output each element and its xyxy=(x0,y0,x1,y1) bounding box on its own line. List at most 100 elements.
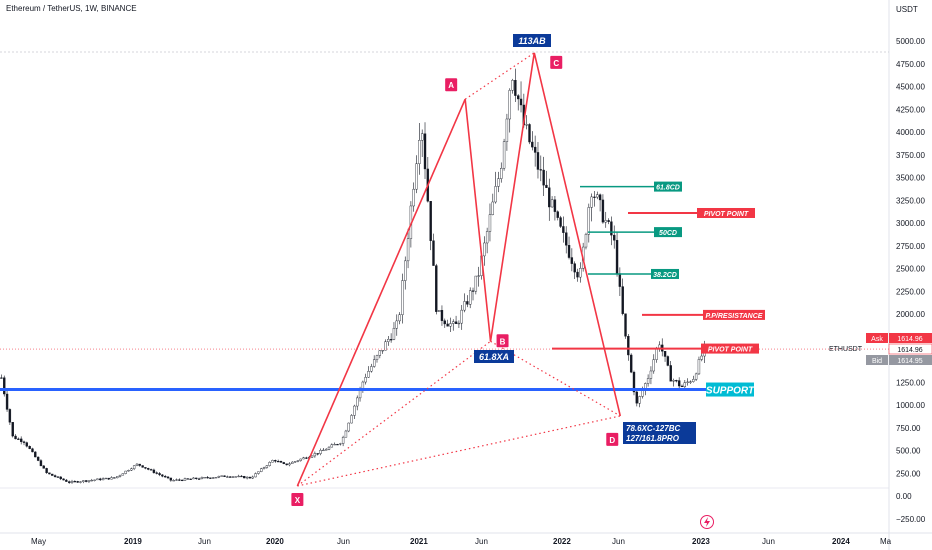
candle-body-up xyxy=(339,443,342,445)
candle-body-up xyxy=(550,199,554,208)
candle xyxy=(305,456,308,460)
level-tag: P.P/RESISTANCE xyxy=(706,313,763,320)
candle xyxy=(214,477,218,479)
candle xyxy=(48,472,51,475)
candle xyxy=(87,480,91,484)
candle-body-up xyxy=(641,390,644,397)
candle-body-down xyxy=(559,217,562,227)
candle xyxy=(652,354,655,374)
candle-body-down xyxy=(610,221,613,236)
candle xyxy=(260,467,263,473)
candle-body-up xyxy=(330,444,334,448)
candle xyxy=(426,156,430,203)
candle-body-down xyxy=(514,80,517,96)
candle-body-down xyxy=(39,460,43,467)
candle xyxy=(613,225,616,249)
candle-body-down xyxy=(166,476,170,479)
candle xyxy=(116,476,119,479)
candle-body-down xyxy=(305,457,308,459)
candle-body-down xyxy=(285,463,288,466)
candle-body-down xyxy=(62,478,65,481)
level-tag-box xyxy=(703,309,765,320)
candle-body-up xyxy=(299,458,302,461)
candle xyxy=(395,314,398,336)
candle xyxy=(288,462,291,467)
candle xyxy=(155,471,158,475)
candle xyxy=(310,455,314,459)
candle xyxy=(166,476,170,480)
candle xyxy=(268,461,271,467)
candle xyxy=(127,469,130,472)
candle-body-down xyxy=(240,475,243,478)
level-tag: PIVOT POINT xyxy=(708,347,753,354)
ratio-label: 78.6XC-127BC xyxy=(626,424,680,433)
y-tick-label: 4250.00 xyxy=(896,105,925,114)
candle-body-up xyxy=(469,290,472,305)
candle-body-down xyxy=(11,422,14,437)
candle-body-down xyxy=(677,380,681,387)
candle xyxy=(356,395,359,411)
candle xyxy=(53,474,57,478)
candle xyxy=(220,475,223,477)
candle-body-up xyxy=(220,475,223,477)
candle xyxy=(469,287,472,309)
y-tick-label: 250.00 xyxy=(896,469,921,478)
y-tick-label: 1250.00 xyxy=(896,378,925,387)
candle xyxy=(587,203,590,243)
candle xyxy=(212,477,215,479)
candle-body-up xyxy=(378,350,382,356)
candle-body-down xyxy=(223,475,226,477)
candle-body-up xyxy=(251,476,254,479)
candle xyxy=(279,460,283,463)
candle-body-down xyxy=(107,477,110,480)
candle-body-up xyxy=(104,477,108,480)
candle xyxy=(677,377,681,389)
candle xyxy=(226,475,229,479)
pattern-point-label: D xyxy=(609,436,615,445)
candle-body-up xyxy=(367,371,370,378)
candle xyxy=(632,370,636,396)
candle-body-down xyxy=(598,194,602,201)
candle-body-up xyxy=(646,378,650,384)
candle-body-up xyxy=(477,275,480,277)
candle-body-up xyxy=(344,430,348,438)
candle xyxy=(567,236,571,260)
candle xyxy=(51,473,54,476)
candle-body-up xyxy=(116,476,119,479)
candle-body-up xyxy=(121,473,125,476)
candle-body-up xyxy=(200,477,204,480)
candle-body-up xyxy=(101,478,105,481)
x-tick-label: May xyxy=(31,537,46,546)
candle-body-up xyxy=(82,480,85,482)
candle xyxy=(183,477,187,481)
candle-body-up xyxy=(694,373,698,380)
candle-body-down xyxy=(99,478,102,481)
candle xyxy=(531,131,534,151)
candle-body-up xyxy=(415,163,418,190)
candle-body-up xyxy=(96,478,99,481)
candle xyxy=(536,142,540,179)
y-tick-label: 750.00 xyxy=(896,424,921,433)
candle-body-up xyxy=(525,124,528,126)
candle xyxy=(274,459,277,463)
candle-body-down xyxy=(67,481,71,483)
candle-body-up xyxy=(313,453,317,457)
candle-body-down xyxy=(164,476,167,478)
pattern-leg xyxy=(464,99,492,342)
candle xyxy=(389,333,393,343)
candle-body-up xyxy=(245,476,249,479)
candle xyxy=(565,226,568,254)
level-tag-box xyxy=(651,268,679,279)
level-tag-box xyxy=(654,227,682,238)
candle xyxy=(525,115,528,130)
candle xyxy=(76,480,79,483)
candle xyxy=(432,233,435,266)
pattern-leg xyxy=(296,98,466,487)
candle xyxy=(206,475,209,479)
candle-body-down xyxy=(84,480,88,482)
candle-body-up xyxy=(172,480,175,482)
candle xyxy=(341,435,345,447)
candle xyxy=(517,94,520,111)
candle xyxy=(381,350,384,354)
